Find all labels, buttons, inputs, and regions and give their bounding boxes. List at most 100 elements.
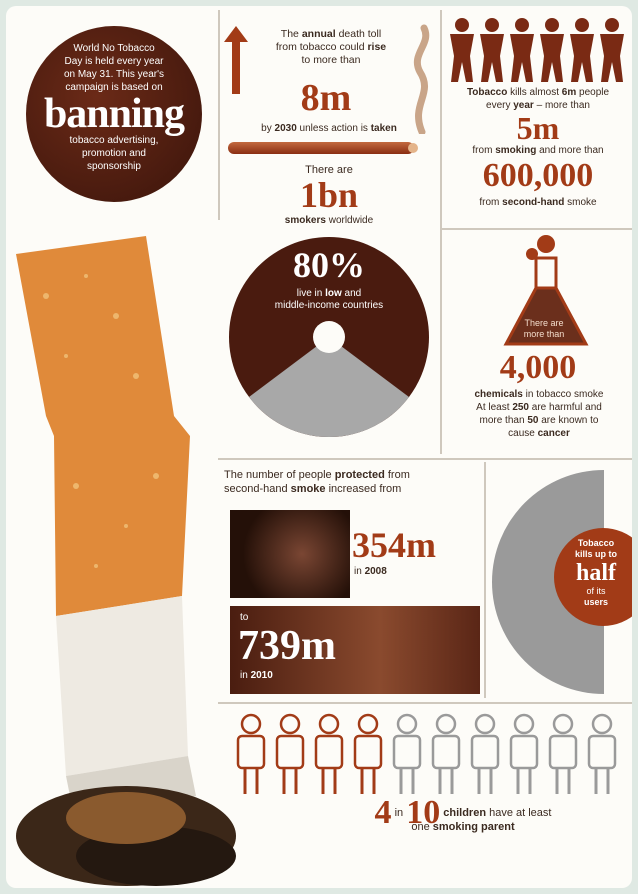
deaths-8m: 8m [300,77,352,119]
deaths-text-part: to more than [301,54,361,66]
deaths-text-part: from tobacco could [275,41,368,53]
divider [442,228,632,230]
child-icon-filled [275,713,305,794]
intro-line: World No Tobacco [73,43,155,54]
flask-text: There are more than [494,318,594,340]
protected-text-part: in [354,566,365,577]
flask-line: There are [524,318,564,328]
protected-text-part: from [384,469,410,481]
deaths-text: The annual death toll from tobacco could… [250,28,412,67]
intro-line: tobacco advertising, [69,135,159,146]
deaths-text-bold: taken [370,123,397,134]
protected-text-bold: 2010 [250,670,273,681]
deaths-footer: by 2030 unless action is taken [220,122,438,135]
pie-80pct: 80% [293,245,365,285]
kills-text-bold: year [513,100,534,111]
protected-text-part: increased from [325,483,402,495]
divider [218,10,220,220]
children-text-bold: children [443,807,487,820]
divider [218,458,632,460]
divider [218,702,632,704]
intro-banning: banning [43,91,185,137]
chemicals-4000: 4,000 [499,349,577,386]
kills-text: Tobacco kills almost 6m people every yea… [442,86,632,112]
protected-739m: 739m [238,623,336,669]
protected-text-part: The number of people [224,469,335,481]
chemicals-text: chemicals in tobacco smoke At least 250 … [444,388,632,440]
children-big-10: 10 [406,794,441,832]
child-icon-outline [587,713,617,794]
deaths-text-bold: annual [301,28,336,40]
protected-year: in 2008 [354,566,474,577]
kills-600000: 600,000 [482,157,594,194]
children-text: 4 in 10 children have at least one smoki… [338,796,588,834]
smokers-1bn: 1bn [299,175,359,215]
children-icons [232,712,632,802]
kills-text-part: and more than [536,145,604,156]
person-icon [570,18,594,82]
pie-slice-grey [249,337,409,437]
chemicals-text-part: At least [476,402,513,413]
child-icon-filled [353,713,383,794]
kills-text-bold: second-hand [502,197,565,208]
chemicals-text-part: cause [508,428,538,439]
intro-text: World No Tobacco Day is held every year … [26,42,202,173]
kills-text-bold: Tobacco [466,87,508,98]
intro-line: sponsorship [87,161,141,172]
infographic: World No Tobacco Day is held every year … [6,6,632,888]
kills-text: from second-hand smoke [442,196,632,209]
kills-text-part: people [576,87,610,98]
protected-text-part: in [240,670,251,681]
protected-354m: 354m [352,525,436,565]
cigarette-bar [228,142,414,154]
smoke-wisp-icon [414,24,430,134]
pie-text-part: middle-income countries [274,300,384,311]
kills-text-bold: 6m [561,87,577,98]
half-text: Tobacco kills up to half of its users [554,538,632,608]
child-icon-outline [548,713,578,794]
pie-center [313,321,345,353]
divider [484,462,486,698]
half-big: half [575,560,616,586]
intro-circle [26,26,202,202]
chemicals-text-bold: 250 [512,402,529,413]
pie-chart [229,237,429,437]
deaths-text-part: The [280,28,302,40]
deaths-text-part: death toll [335,28,382,40]
deaths-text-bold: 2030 [274,123,297,134]
smokers-text-bold: smokers [284,215,326,226]
chemicals-text-part: are harmful and [529,402,602,413]
people-icons [450,18,624,82]
children-text-bold: smoking parent [432,821,515,834]
deaths-text-part: by [261,123,275,134]
intro-line: Day is held every year [64,56,164,67]
kills-5m: 5m [516,110,560,146]
kills-text-part: from [472,145,496,156]
cigarette-butt-image [16,236,236,886]
intro-line: promotion and [82,148,146,159]
person-icon [510,18,534,82]
kills-text-part: every [486,100,514,111]
pie-text: live in low and middle-income countries [224,288,434,312]
kills-text-part: smoke [564,197,597,208]
deaths-text-bold: rise [367,41,387,53]
person-icon [600,18,624,82]
divider [440,10,442,454]
chemicals-text-part: are known to [538,415,599,426]
smoke-photo [230,510,350,598]
children-text-part: one [411,821,433,834]
chemicals-text-bold: cancer [537,428,570,439]
children-text-part: have at least [486,807,552,820]
deaths-text-part: unless action is [296,123,371,134]
children-in: in [394,807,404,820]
flask-icon [503,235,589,346]
protected-text-bold: 2008 [364,566,387,577]
person-icon [450,18,474,82]
pie-text-part: and [341,288,362,299]
half-rust-disc [554,528,632,626]
child-icon-filled [236,713,266,794]
pie-text-part: live in [296,288,326,299]
smoke-photo-banner [230,606,480,694]
protected-text-part: second-hand [224,483,291,495]
flask-line: more than [523,329,565,339]
